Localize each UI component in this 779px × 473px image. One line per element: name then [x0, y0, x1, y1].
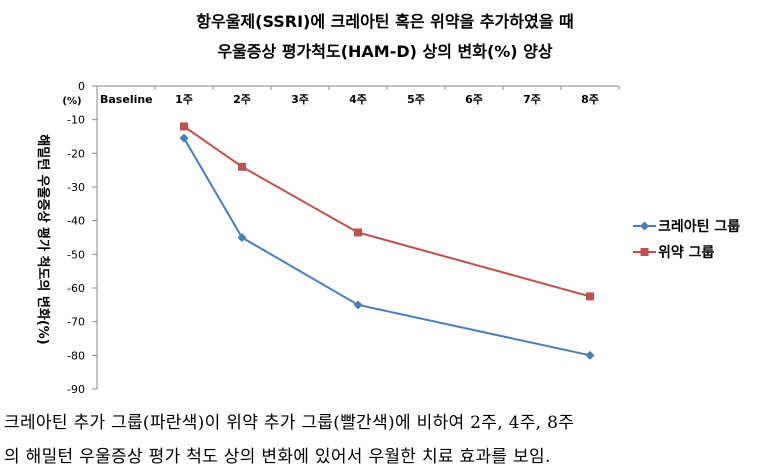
- caption-line-2: 의 해밀턴 우울증상 평가 척도 상의 변화에 있어서 우월한 치료 효과를 보…: [4, 447, 551, 467]
- line-chart: 항우울제(SSRI)에 크레아틴 혹은 위약을 추가하였을 때 우울증상 평가척…: [35, 12, 740, 396]
- legend-label: 크레아틴 그룹: [658, 218, 740, 235]
- x-category-label: 5주: [407, 93, 425, 106]
- x-category-label: 4주: [349, 93, 367, 106]
- legend-swatch-marker: [640, 221, 649, 231]
- data-point: [586, 292, 594, 301]
- x-category-label: 7주: [523, 93, 541, 106]
- chart-title-line-1: 항우울제(SSRI)에 크레아틴 혹은 위약을 추가하였을 때: [196, 12, 573, 31]
- y-axis-label: 해밀턴 우울증상 평가 척도의 변화(%): [35, 134, 51, 344]
- y-tick-label: -10: [67, 114, 85, 127]
- chart-axes: [96, 85, 619, 389]
- series-2: [180, 122, 594, 301]
- y-tick-label: -50: [67, 248, 85, 261]
- data-point: [237, 233, 247, 242]
- legend-item-2: 위약 그룹: [633, 244, 715, 261]
- x-category-label: 2주: [233, 93, 251, 106]
- data-point: [353, 300, 363, 310]
- x-category-label: Baseline: [100, 93, 153, 106]
- chart-title-line-2: 우울증상 평가척도(HAM-D) 상의 변화(%) 양상: [217, 42, 553, 61]
- chart-series: [179, 122, 595, 360]
- data-point: [180, 122, 188, 131]
- y-axis-ticks: 0 -10 -20 -30 -40 -50 -60 -70 -80 -90: [67, 80, 97, 396]
- series-line: [183, 125, 591, 298]
- x-category-label: 3주: [291, 93, 309, 106]
- x-axis-categories: Baseline 1주 2주 3주 4주 5주 6주 7주 8주: [100, 86, 620, 106]
- y-tick-label: -70: [67, 316, 85, 329]
- y-tick-label: -40: [67, 215, 85, 228]
- x-category-label: 8주: [581, 93, 599, 106]
- y-tick-label: -80: [67, 349, 85, 362]
- y-axis-unit: (%): [62, 96, 81, 107]
- data-point: [354, 228, 362, 237]
- y-tick-label: 0: [78, 80, 85, 93]
- x-category-label: 1주: [175, 93, 193, 106]
- data-point: [179, 133, 189, 143]
- legend-item-1: 크레아틴 그룹: [633, 218, 740, 235]
- y-tick-label: -60: [67, 282, 85, 295]
- caption-line-1: 크레아틴 추가 그룹(파란색)이 위약 추가 그룹(빨간색)에 비하여 2주, …: [4, 413, 575, 433]
- legend-label: 위약 그룹: [658, 244, 715, 261]
- data-point: [238, 162, 246, 171]
- y-tick-label: -90: [67, 383, 85, 396]
- legend-swatch-marker: [640, 248, 649, 256]
- data-point: [585, 350, 595, 360]
- y-tick-label: -20: [67, 147, 85, 160]
- y-axis-title: 해밀턴 우울증상 평가 척도의 변화(%): [35, 134, 51, 344]
- x-category-label: 6주: [465, 93, 483, 106]
- y-tick-label: -30: [67, 181, 85, 194]
- series-1: [179, 133, 595, 360]
- series-line: [183, 137, 591, 357]
